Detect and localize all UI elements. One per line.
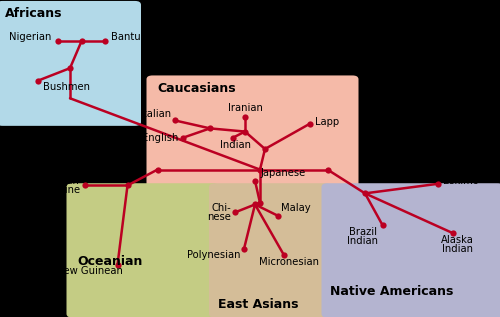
- Text: New Guinean: New Guinean: [56, 266, 122, 276]
- FancyBboxPatch shape: [209, 183, 331, 317]
- Text: Africans: Africans: [5, 7, 62, 20]
- Text: Nigerian: Nigerian: [9, 32, 51, 42]
- FancyBboxPatch shape: [146, 75, 358, 208]
- Text: English: English: [142, 133, 178, 143]
- Text: East Asians: East Asians: [218, 298, 299, 311]
- Text: Malay: Malay: [282, 203, 311, 213]
- FancyBboxPatch shape: [66, 183, 218, 317]
- Text: Polynesian: Polynesian: [186, 250, 240, 261]
- Text: Alaska
Indian: Alaska Indian: [441, 235, 474, 254]
- Text: Brazil
Indian: Brazil Indian: [346, 227, 378, 246]
- Text: Japanese: Japanese: [260, 168, 305, 178]
- Text: Lapp: Lapp: [315, 117, 339, 127]
- Text: Oceanian: Oceanian: [78, 255, 143, 268]
- Text: Eskimo: Eskimo: [442, 176, 478, 186]
- FancyBboxPatch shape: [0, 1, 141, 126]
- Text: Italian: Italian: [140, 109, 171, 119]
- Text: Micronesian: Micronesian: [259, 257, 319, 267]
- Text: Native Americans: Native Americans: [330, 285, 454, 298]
- Text: Bushmen: Bushmen: [44, 82, 90, 93]
- Text: Indian: Indian: [220, 140, 250, 151]
- Text: Chi-
nese: Chi- nese: [207, 203, 231, 222]
- Text: Iranian: Iranian: [228, 103, 262, 113]
- Text: Caucasians: Caucasians: [158, 82, 236, 95]
- Text: Australian
aborigine: Australian aborigine: [29, 176, 80, 195]
- Text: Bantu: Bantu: [111, 32, 140, 42]
- FancyBboxPatch shape: [322, 183, 500, 317]
